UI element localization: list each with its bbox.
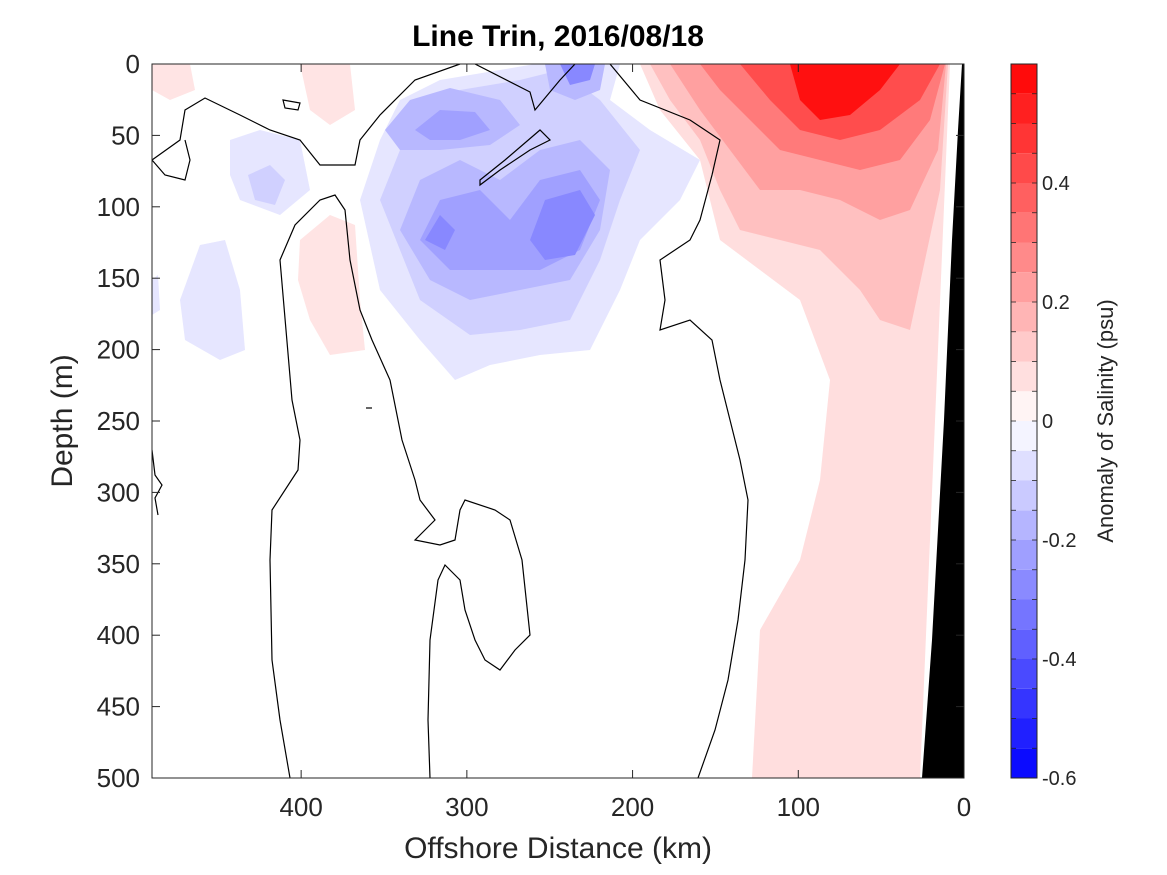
y-tick-label: 300: [97, 477, 140, 507]
colorbar-ticks: 0.4 0.2 0 -0.2 -0.4 -0.6: [1042, 173, 1076, 790]
y-tick-label: 200: [97, 335, 140, 365]
zero-contour-west: [152, 64, 461, 166]
colorbar-segment: [1011, 183, 1037, 213]
colorbar-segment: [1011, 569, 1037, 600]
negative-anomaly-surface-core: [560, 64, 595, 85]
negative-anomaly-weak-3: [152, 275, 160, 315]
colorbar-segment: [1011, 302, 1037, 332]
x-axis-title: Offshore Distance (km): [404, 832, 712, 865]
zero-contour-west-edge: [152, 449, 163, 516]
x-tick-label: 100: [777, 792, 820, 822]
filled-contours: [152, 64, 950, 778]
colorbar-segment: [1011, 93, 1037, 124]
y-tick-label: 400: [97, 620, 140, 650]
y-tick-label: 50: [111, 120, 140, 150]
zero-contour-surface-loop: [474, 64, 576, 112]
positive-anomaly-weak-3: [152, 64, 195, 100]
colorbar-segment: [1011, 450, 1037, 481]
colorbar-segment: [1011, 64, 1037, 94]
positive-anomaly-weak-2: [300, 64, 355, 125]
zero-contours: [152, 64, 749, 778]
y-tick-label: 250: [97, 406, 140, 436]
y-axis-title: Depth (m): [46, 354, 79, 487]
colorbar-segment: [1011, 153, 1037, 183]
colorbar-segment: [1011, 718, 1037, 749]
negative-anomaly-upper-core: [415, 110, 490, 140]
colorbar-segment: [1011, 331, 1037, 362]
y-tick-label: 500: [97, 763, 140, 793]
colorbar-segment: [1011, 629, 1037, 659]
y-tick-label: 100: [97, 192, 140, 222]
colorbar-segment: [1011, 540, 1037, 570]
colorbar-tick-label: -0.4: [1042, 649, 1076, 671]
colorbar-title: Anomaly of Salinity (psu): [1093, 299, 1118, 542]
zero-contour-east: [609, 64, 749, 778]
y-tick-label: 150: [97, 263, 140, 293]
colorbar-segment: [1011, 599, 1037, 630]
negative-anomaly-core-2: [425, 215, 455, 250]
positive-anomaly-weak-1: [298, 215, 365, 355]
colorbar-segment: [1011, 659, 1037, 689]
colorbar-segment: [1011, 123, 1037, 154]
colorbar-segment: [1011, 688, 1037, 719]
x-axis-ticks: 400 300 200 100 0: [279, 64, 971, 822]
colorbar: [1010, 63, 1038, 779]
positive-anomaly-core: [790, 64, 900, 120]
colorbar-frame: [1010, 63, 1038, 779]
y-tick-label: 350: [97, 549, 140, 579]
colorbar-tick-label: -0.6: [1042, 768, 1076, 790]
x-tick-label: 0: [957, 792, 971, 822]
colorbar-segment: [1011, 212, 1037, 243]
zero-contour-central: [479, 129, 552, 187]
colorbar-tick-label: 0.4: [1042, 173, 1070, 195]
chart-title: Line Trin, 2016/08/18: [412, 20, 704, 53]
colorbar-tick-label: 0.2: [1042, 292, 1070, 314]
y-tick-label: 0: [126, 49, 140, 79]
colorbar-segment: [1011, 748, 1037, 778]
negative-anomaly-weak-2: [180, 240, 245, 360]
y-tick-label: 450: [97, 692, 140, 722]
y-axis-ticks: 0 50 100 150 200 250 300 350 400 450 500: [97, 49, 964, 793]
colorbar-segment: [1011, 391, 1037, 421]
colorbar-segment: [1011, 421, 1037, 451]
x-tick-label: 400: [279, 792, 322, 822]
land-mask: [922, 64, 964, 778]
zero-contour-west-loop: [152, 139, 191, 181]
zero-contour-small: [282, 99, 301, 111]
negative-anomaly-core-1: [530, 190, 595, 260]
x-tick-label: 200: [611, 792, 654, 822]
colorbar-segment: [1011, 480, 1037, 511]
colorbar-tick-label: 0: [1042, 411, 1053, 433]
negative-anomaly-weak-core: [248, 165, 285, 205]
zero-contour-ridge: [269, 194, 531, 778]
colorbar-tick-label: -0.2: [1042, 530, 1076, 552]
x-tick-label: 300: [445, 792, 488, 822]
colorbar-segment: [1011, 242, 1037, 273]
colorbar-segment: [1011, 510, 1037, 540]
colorbar-segment: [1011, 361, 1037, 392]
colorbar-segment: [1011, 272, 1037, 302]
